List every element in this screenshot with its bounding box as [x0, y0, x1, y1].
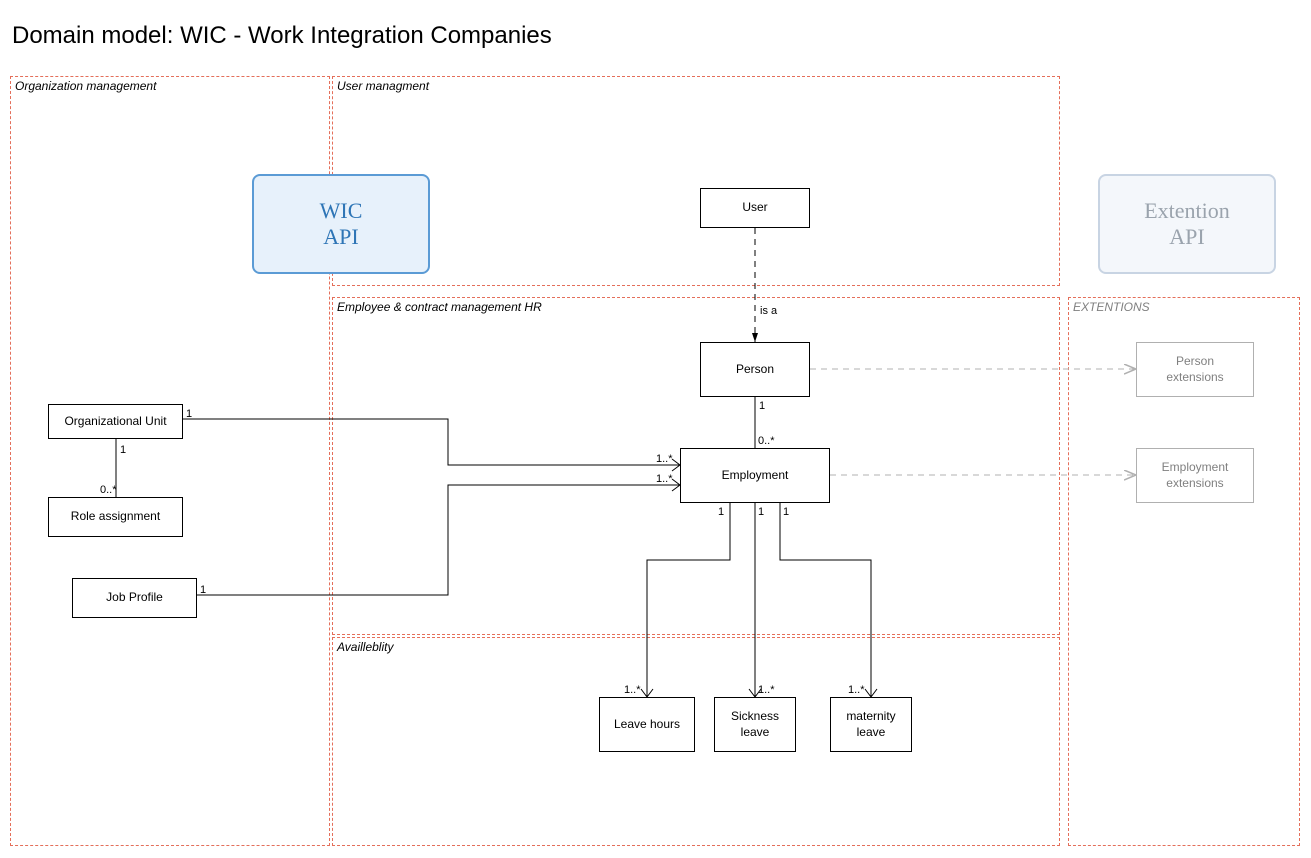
edge-label: is a — [760, 305, 777, 317]
region-label: Availleblity — [337, 640, 393, 654]
entity-employment: Employment — [680, 448, 830, 503]
entity-employment-extensions: Employment extensions — [1136, 448, 1254, 503]
entity-person: Person — [700, 342, 810, 397]
multiplicity-label: 1..* — [624, 684, 641, 696]
entity-organizational-unit: Organizational Unit — [48, 404, 183, 439]
multiplicity-label: 1 — [718, 506, 724, 518]
multiplicity-label: 1 — [783, 506, 789, 518]
entity-role-assignment: Role assignment — [48, 497, 183, 537]
entity-job-profile: Job Profile — [72, 578, 197, 618]
multiplicity-label: 1..* — [656, 453, 673, 465]
region-user-management: User managment — [332, 76, 1060, 286]
multiplicity-label: 1 — [200, 584, 206, 596]
multiplicity-label: 0..* — [100, 484, 117, 496]
entity-maternity-leave: maternity leave — [830, 697, 912, 752]
multiplicity-label: 1..* — [758, 684, 775, 696]
multiplicity-label: 1..* — [848, 684, 865, 696]
entity-user: User — [700, 188, 810, 228]
entity-person-extensions: Person extensions — [1136, 342, 1254, 397]
region-label: Employee & contract management HR — [337, 300, 542, 314]
multiplicity-label: 1..* — [656, 473, 673, 485]
region-label: EXTENTIONS — [1073, 300, 1150, 314]
multiplicity-label: 1 — [758, 506, 764, 518]
wic-api-box: WIC API — [252, 174, 430, 274]
region-label: Organization management — [15, 79, 156, 93]
multiplicity-label: 1 — [186, 408, 192, 420]
multiplicity-label: 0..* — [758, 435, 775, 447]
extension-api-box: Extention API — [1098, 174, 1276, 274]
multiplicity-label: 1 — [759, 400, 765, 412]
multiplicity-label: 1 — [120, 444, 126, 456]
diagram-title: Domain model: WIC - Work Integration Com… — [12, 22, 552, 50]
region-label: User managment — [337, 79, 429, 93]
region-availability: Availleblity — [332, 637, 1060, 846]
entity-sickness-leave: Sickness leave — [714, 697, 796, 752]
entity-leave-hours: Leave hours — [599, 697, 695, 752]
